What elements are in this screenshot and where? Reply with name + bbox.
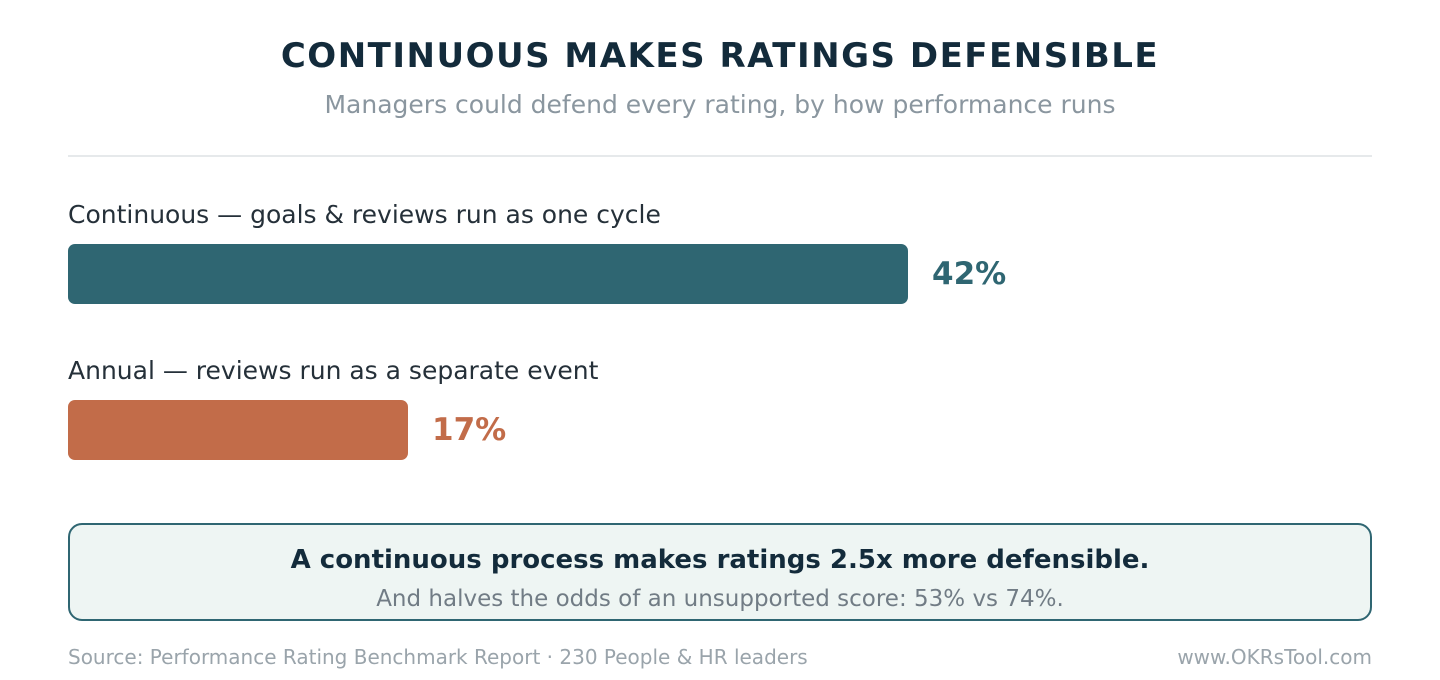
footer-source: Source: Performance Rating Benchmark Rep…: [68, 645, 808, 669]
footer-site-link[interactable]: www.OKRsTool.com: [1177, 645, 1372, 669]
chart-title: CONTINUOUS MAKES RATINGS DEFENSIBLE: [280, 36, 1160, 76]
bar: [68, 400, 408, 460]
value-label: 42%: [932, 256, 1007, 292]
category-label: Annual — reviews run as a separate event: [68, 356, 599, 385]
callout-subtext: And halves the odds of an unsupported sc…: [376, 586, 1064, 612]
callout-box: A continuous process makes ratings 2.5x …: [68, 523, 1372, 621]
chart-subtitle: Managers could defend every rating, by h…: [324, 90, 1116, 119]
value-label: 17%: [432, 412, 507, 448]
bar: [68, 244, 908, 304]
title-divider: [68, 155, 1372, 157]
callout-headline: A continuous process makes ratings 2.5x …: [290, 545, 1150, 575]
category-label: Continuous — goals & reviews run as one …: [68, 200, 661, 229]
